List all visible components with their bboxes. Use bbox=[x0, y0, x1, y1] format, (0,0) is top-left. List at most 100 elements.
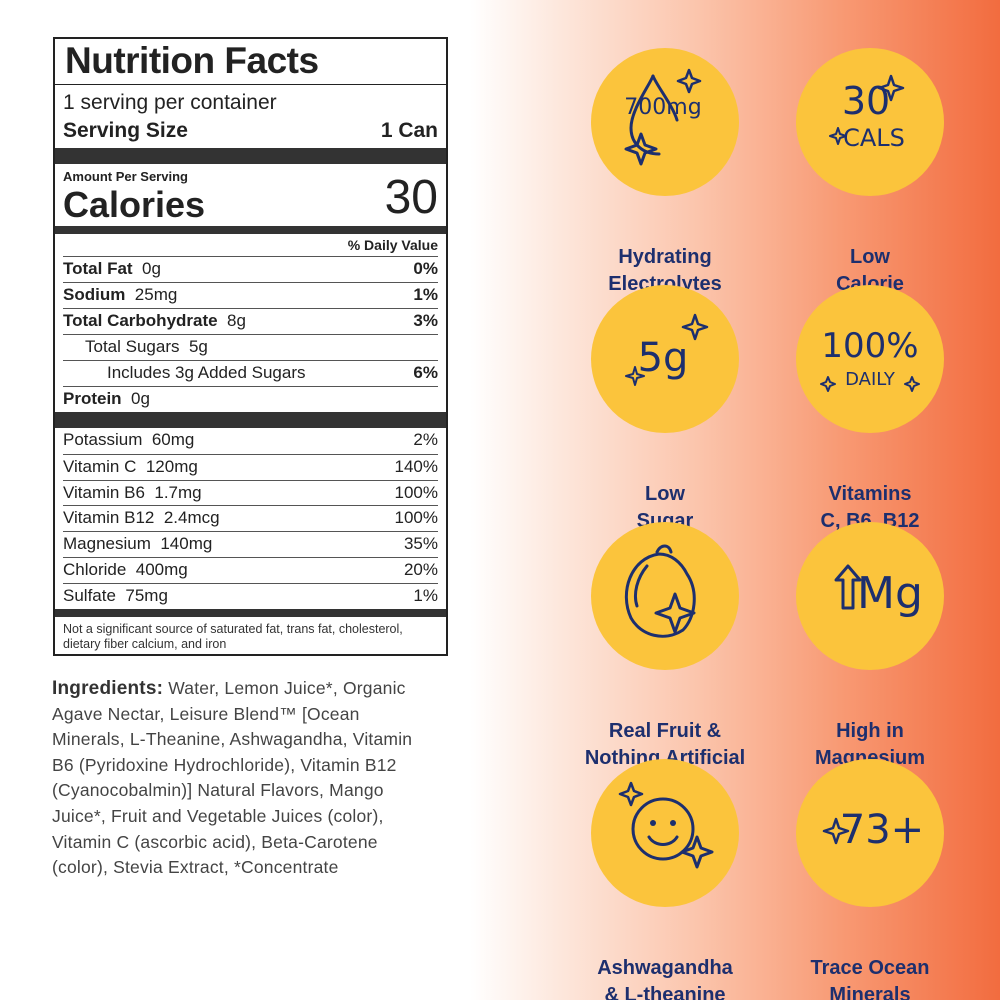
daily-value-icon: 100% DAILY bbox=[796, 285, 944, 433]
serving-size-value: 1 Can bbox=[380, 119, 438, 142]
ingredients-label: Ingredients: bbox=[52, 678, 164, 699]
servings-per-container: 1 serving per container bbox=[63, 91, 277, 114]
vitamin-dv: 35% bbox=[403, 534, 438, 554]
vitamin-dv: 100% bbox=[394, 508, 438, 528]
ingredients-text: Water, Lemon Juice*, Organic Agave Necta… bbox=[52, 678, 413, 878]
vitamin-label: Sulfate bbox=[63, 585, 116, 605]
droplet-icon: 700mg bbox=[591, 48, 739, 196]
daily-value-header: % Daily Value bbox=[347, 237, 438, 253]
vitamin-label: Vitamin B6 bbox=[63, 482, 145, 502]
vitamin-amount: 2.4mcg bbox=[163, 508, 220, 528]
nutrient-label: Sodium bbox=[63, 285, 126, 304]
divider-thick bbox=[55, 412, 446, 428]
vitamin-amount: 140mg bbox=[160, 534, 213, 554]
badge-text: 100% bbox=[821, 326, 918, 366]
badge-text: 5g bbox=[638, 335, 689, 381]
vitamin-amount: 75mg bbox=[125, 585, 168, 605]
nutrient-dv: 3% bbox=[413, 311, 438, 330]
nutrient-label: Total Carbohydrate bbox=[63, 311, 218, 330]
feature-label: Hydrating Electrolytes bbox=[555, 244, 775, 298]
vitamin-row: Potassium 60mg 2% bbox=[63, 428, 438, 454]
vitamin-dv: 100% bbox=[394, 482, 438, 502]
nutrient-label: Protein bbox=[63, 389, 122, 408]
divider-medium bbox=[55, 226, 446, 234]
nutrient-amount: 5g bbox=[188, 337, 208, 356]
vitamin-label: Vitamin B12 bbox=[63, 508, 155, 528]
feature-label: Ashwagandha & L-theanine bbox=[555, 955, 775, 1000]
divider-medium bbox=[55, 608, 446, 617]
vitamin-label: Vitamin C bbox=[63, 456, 137, 476]
feature-label-line: Low bbox=[850, 246, 890, 268]
vitamin-amount: 400mg bbox=[135, 559, 188, 579]
nutrient-label: Total Fat bbox=[63, 259, 133, 278]
vitamin-label: Potassium bbox=[63, 430, 143, 449]
vitamin-label: Chloride bbox=[63, 559, 127, 579]
vitamin-dv: 2% bbox=[413, 430, 438, 449]
feature-magnesium: Mg High in Magnesium bbox=[760, 522, 980, 772]
vitamin-dv: 20% bbox=[403, 559, 438, 579]
feature-vitamins: 100% DAILY Vitamins C, B6, B12 bbox=[760, 285, 980, 535]
calories-icon: 30 CALS bbox=[796, 48, 944, 196]
vitamin-row: Magnesium 140mg 35% bbox=[63, 531, 438, 557]
nutrient-amount: 25mg bbox=[134, 285, 178, 304]
feature-hydrating-electrolytes: 700mg Hydrating Electrolytes bbox=[555, 48, 775, 298]
nutrient-amount: 0g bbox=[131, 389, 150, 408]
vitamin-label: Magnesium bbox=[63, 534, 151, 554]
nutrition-facts-title: Nutrition Facts bbox=[55, 39, 446, 85]
nutrient-label: Includes 3g Added Sugars bbox=[107, 363, 306, 382]
vitamin-amount: 1.7mg bbox=[154, 482, 202, 502]
feature-label-line: Nothing Artificial bbox=[584, 747, 746, 769]
vitamin-row: Vitamin B12 2.4mcg 100% bbox=[63, 505, 438, 531]
calories-label: Calories bbox=[63, 184, 206, 225]
nutrient-amount: 0g bbox=[142, 259, 161, 278]
nutrient-row: Protein 0g bbox=[63, 386, 438, 412]
feature-label-line: Hydrating bbox=[618, 246, 712, 268]
nutrition-footnote: Not a significant source of saturated fa… bbox=[63, 621, 403, 651]
serving-size-row: Serving Size 1 Can bbox=[63, 116, 438, 146]
feature-label-line: & L-theanine bbox=[604, 984, 726, 1000]
lemon-icon bbox=[591, 522, 739, 670]
nutrition-facts-label: Nutrition Facts 1 serving per container … bbox=[53, 37, 448, 656]
feature-label-line: Trace Ocean bbox=[810, 957, 930, 979]
ingredients-block: Ingredients: Water, Lemon Juice*, Organi… bbox=[52, 676, 432, 881]
magnesium-icon: Mg bbox=[796, 522, 944, 670]
nutrient-dv: 6% bbox=[413, 363, 438, 382]
feature-label-line: Vitamins bbox=[828, 483, 912, 505]
vitamin-dv: 140% bbox=[394, 456, 438, 476]
smiley-icon bbox=[591, 759, 739, 907]
vitamin-amount: 60mg bbox=[151, 430, 195, 449]
feature-label-line: Ashwagandha bbox=[597, 957, 733, 979]
feature-real-fruit: Real Fruit & Nothing Artificial bbox=[555, 522, 775, 772]
feature-label-line: High in bbox=[836, 720, 904, 742]
divider-thick bbox=[55, 148, 446, 164]
minerals-icon: 73+ bbox=[796, 759, 944, 907]
badge-text: Mg bbox=[857, 568, 923, 619]
nutrient-row: Total Carbohydrate 8g 3% bbox=[63, 308, 438, 334]
nutrient-row: Total Fat 0g 0% bbox=[63, 256, 438, 282]
vitamin-row: Sulfate 75mg 1% bbox=[63, 582, 438, 609]
calories-value: 30 bbox=[384, 171, 438, 224]
amount-per-serving: Amount Per Serving bbox=[63, 169, 188, 184]
feature-label: Trace Ocean Minerals bbox=[760, 955, 980, 1000]
vitamin-row: Vitamin B6 1.7mg 100% bbox=[63, 479, 438, 506]
badge-text: CALS bbox=[843, 124, 905, 152]
feature-low-calorie: 30 CALS Low Calorie bbox=[760, 48, 980, 298]
vitamin-amount: 120mg bbox=[145, 456, 198, 476]
serving-size-label: Serving Size bbox=[63, 119, 188, 142]
vitamin-dv: 1% bbox=[413, 585, 438, 605]
badge-text: 700mg bbox=[624, 95, 701, 120]
nutrient-dv: 0% bbox=[413, 259, 438, 278]
feature-label-line: Real Fruit & bbox=[608, 720, 722, 742]
badge-text: DAILY bbox=[845, 369, 896, 390]
nutrient-row: Includes 3g Added Sugars 6% bbox=[63, 360, 438, 386]
vitamin-row: Chloride 400mg 20% bbox=[63, 556, 438, 583]
feature-label-line: Minerals bbox=[829, 984, 911, 1000]
sugar-icon: 5g bbox=[591, 285, 739, 433]
feature-trace-minerals: 73+ Trace Ocean Minerals bbox=[760, 759, 980, 1000]
feature-ashwagandha: Ashwagandha & L-theanine bbox=[555, 759, 775, 1000]
nutrient-dv: 1% bbox=[413, 285, 438, 304]
nutrient-row: Total Sugars 5g bbox=[63, 334, 438, 360]
vitamin-list: Potassium 60mg 2% Vitamin C 120mg 140% Vit… bbox=[63, 428, 438, 609]
nutrient-row: Sodium 25mg 1% bbox=[63, 282, 438, 308]
badge-text: 73+ bbox=[840, 807, 924, 853]
